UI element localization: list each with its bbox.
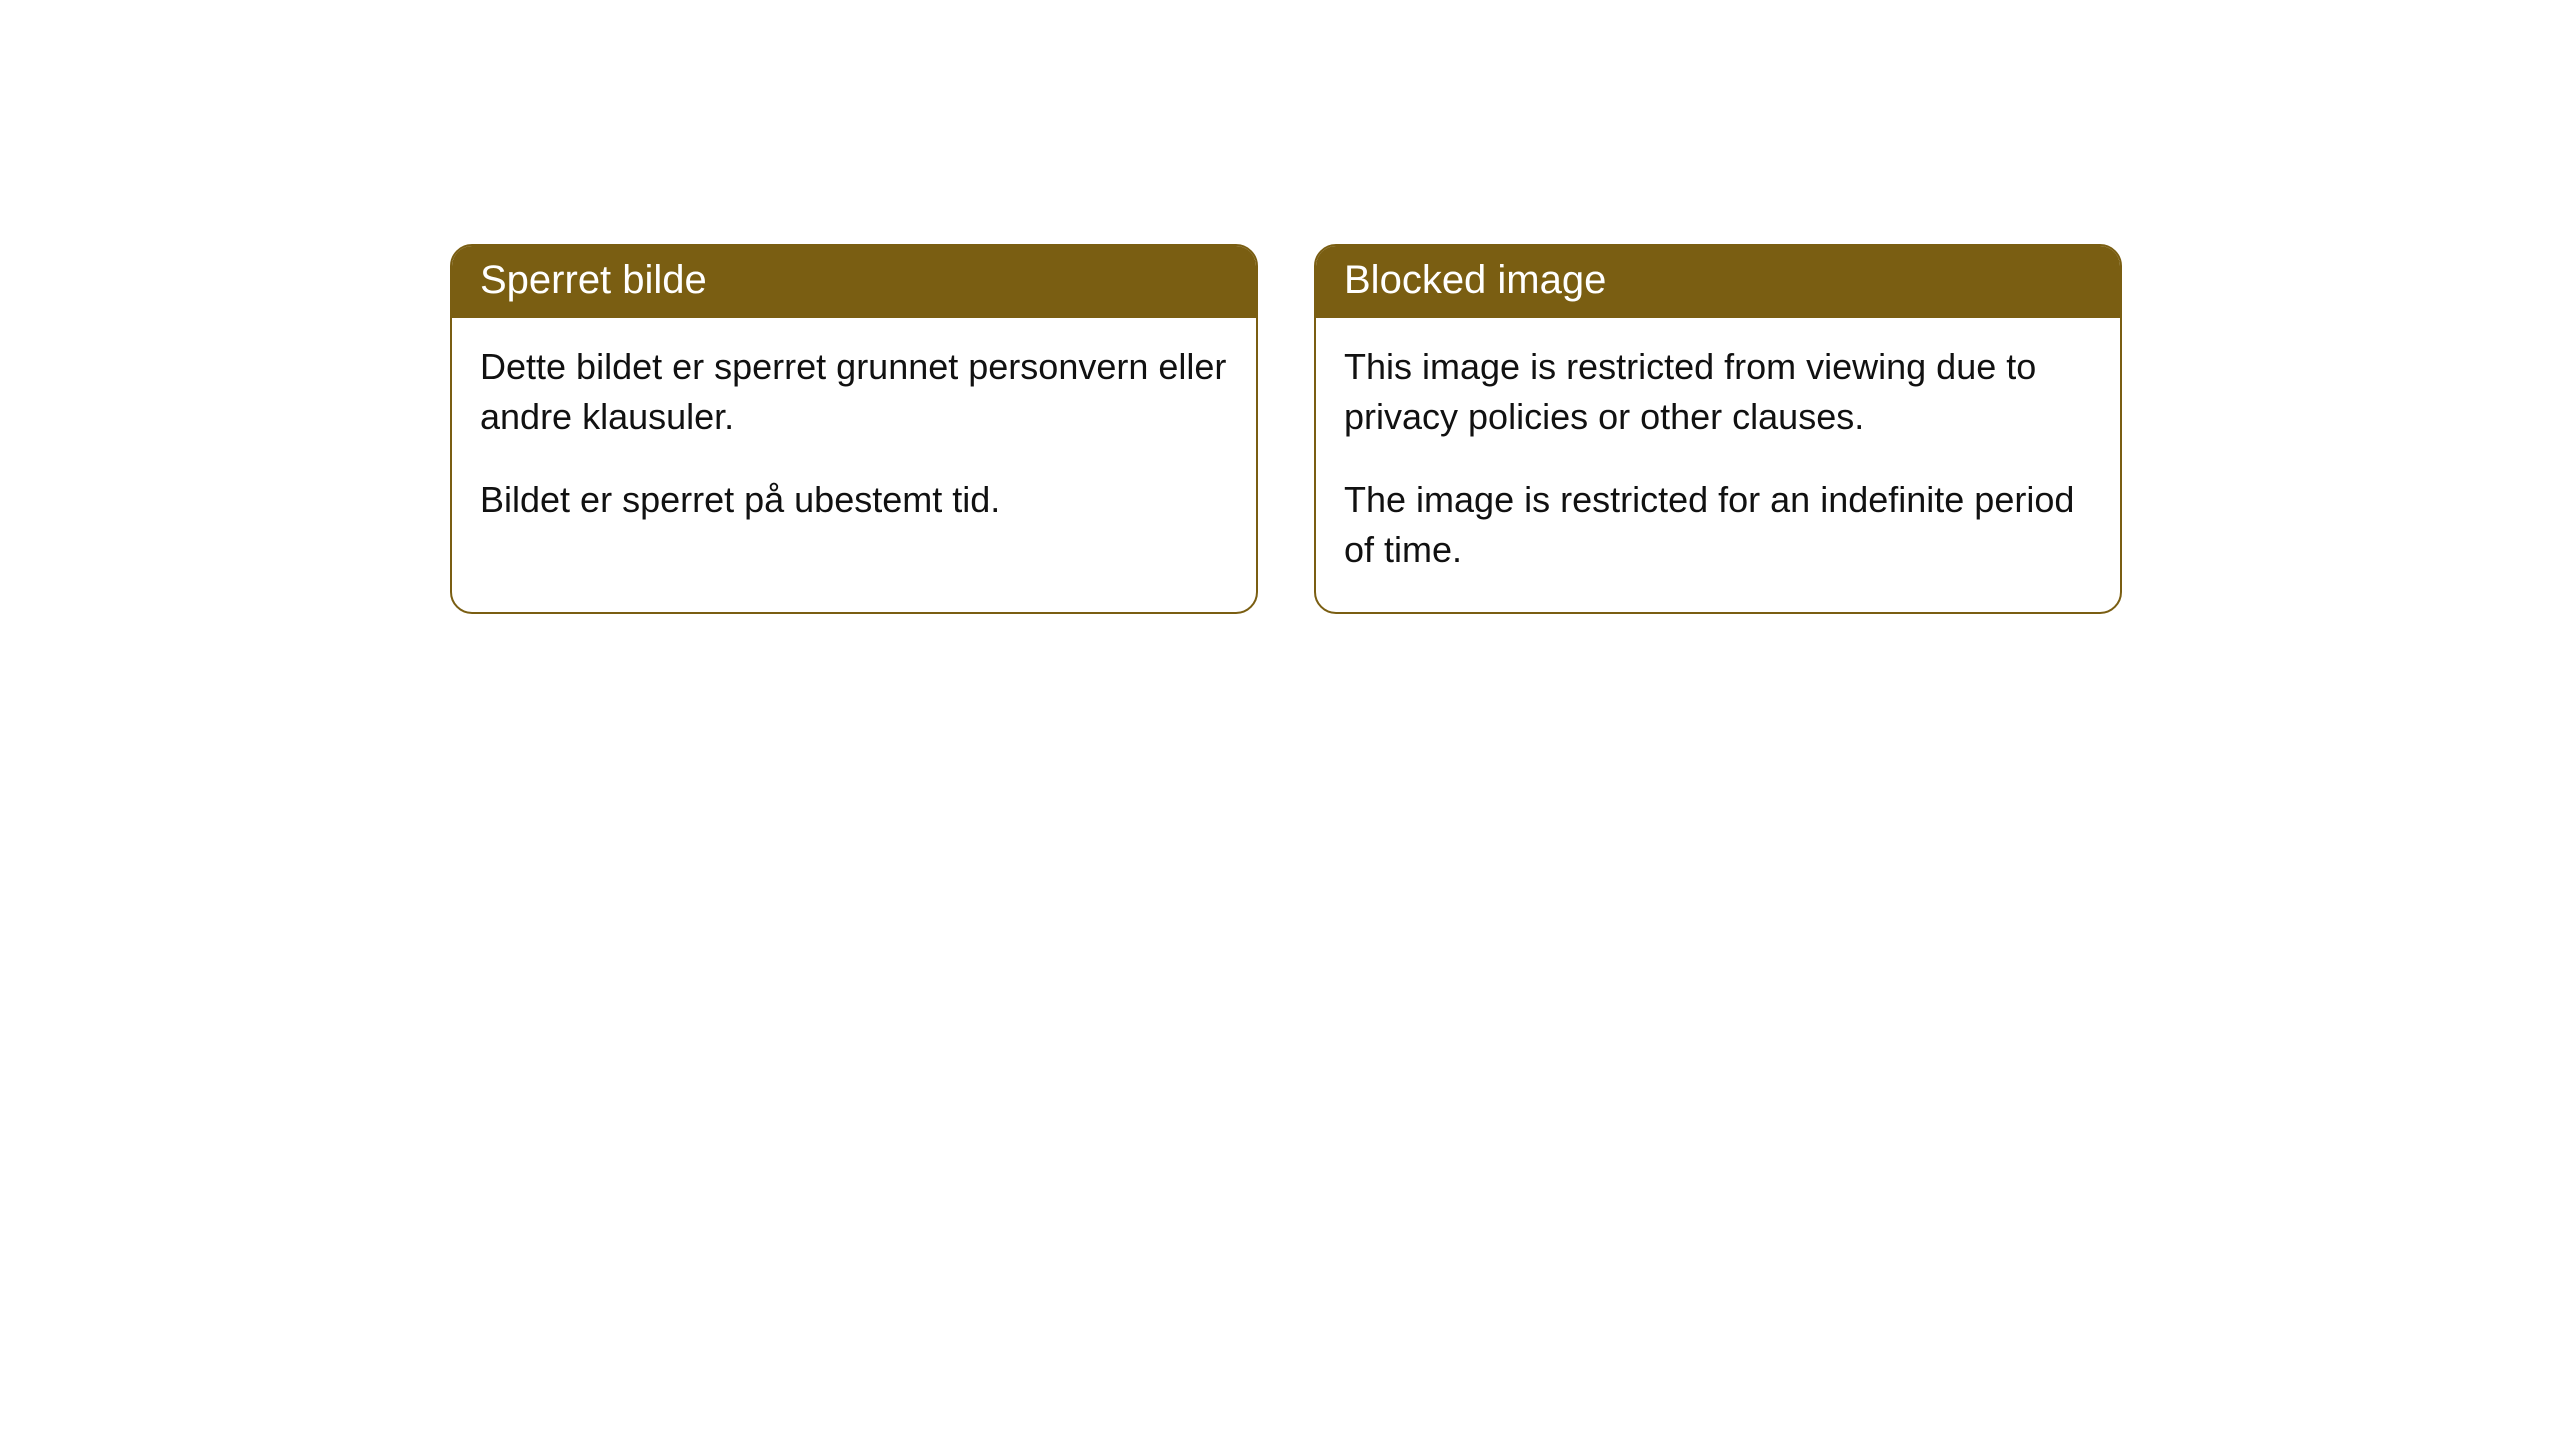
cards-container: Sperret bilde Dette bildet er sperret gr… [0, 0, 2560, 614]
card-header-norwegian: Sperret bilde [452, 246, 1256, 318]
card-paragraph: Dette bildet er sperret grunnet personve… [480, 342, 1228, 443]
card-paragraph: This image is restricted from viewing du… [1344, 342, 2092, 443]
card-header-english: Blocked image [1316, 246, 2120, 318]
card-english: Blocked image This image is restricted f… [1314, 244, 2122, 614]
card-paragraph: Bildet er sperret på ubestemt tid. [480, 475, 1228, 525]
card-paragraph: The image is restricted for an indefinit… [1344, 475, 2092, 576]
card-body-norwegian: Dette bildet er sperret grunnet personve… [452, 318, 1256, 561]
card-norwegian: Sperret bilde Dette bildet er sperret gr… [450, 244, 1258, 614]
card-body-english: This image is restricted from viewing du… [1316, 318, 2120, 612]
